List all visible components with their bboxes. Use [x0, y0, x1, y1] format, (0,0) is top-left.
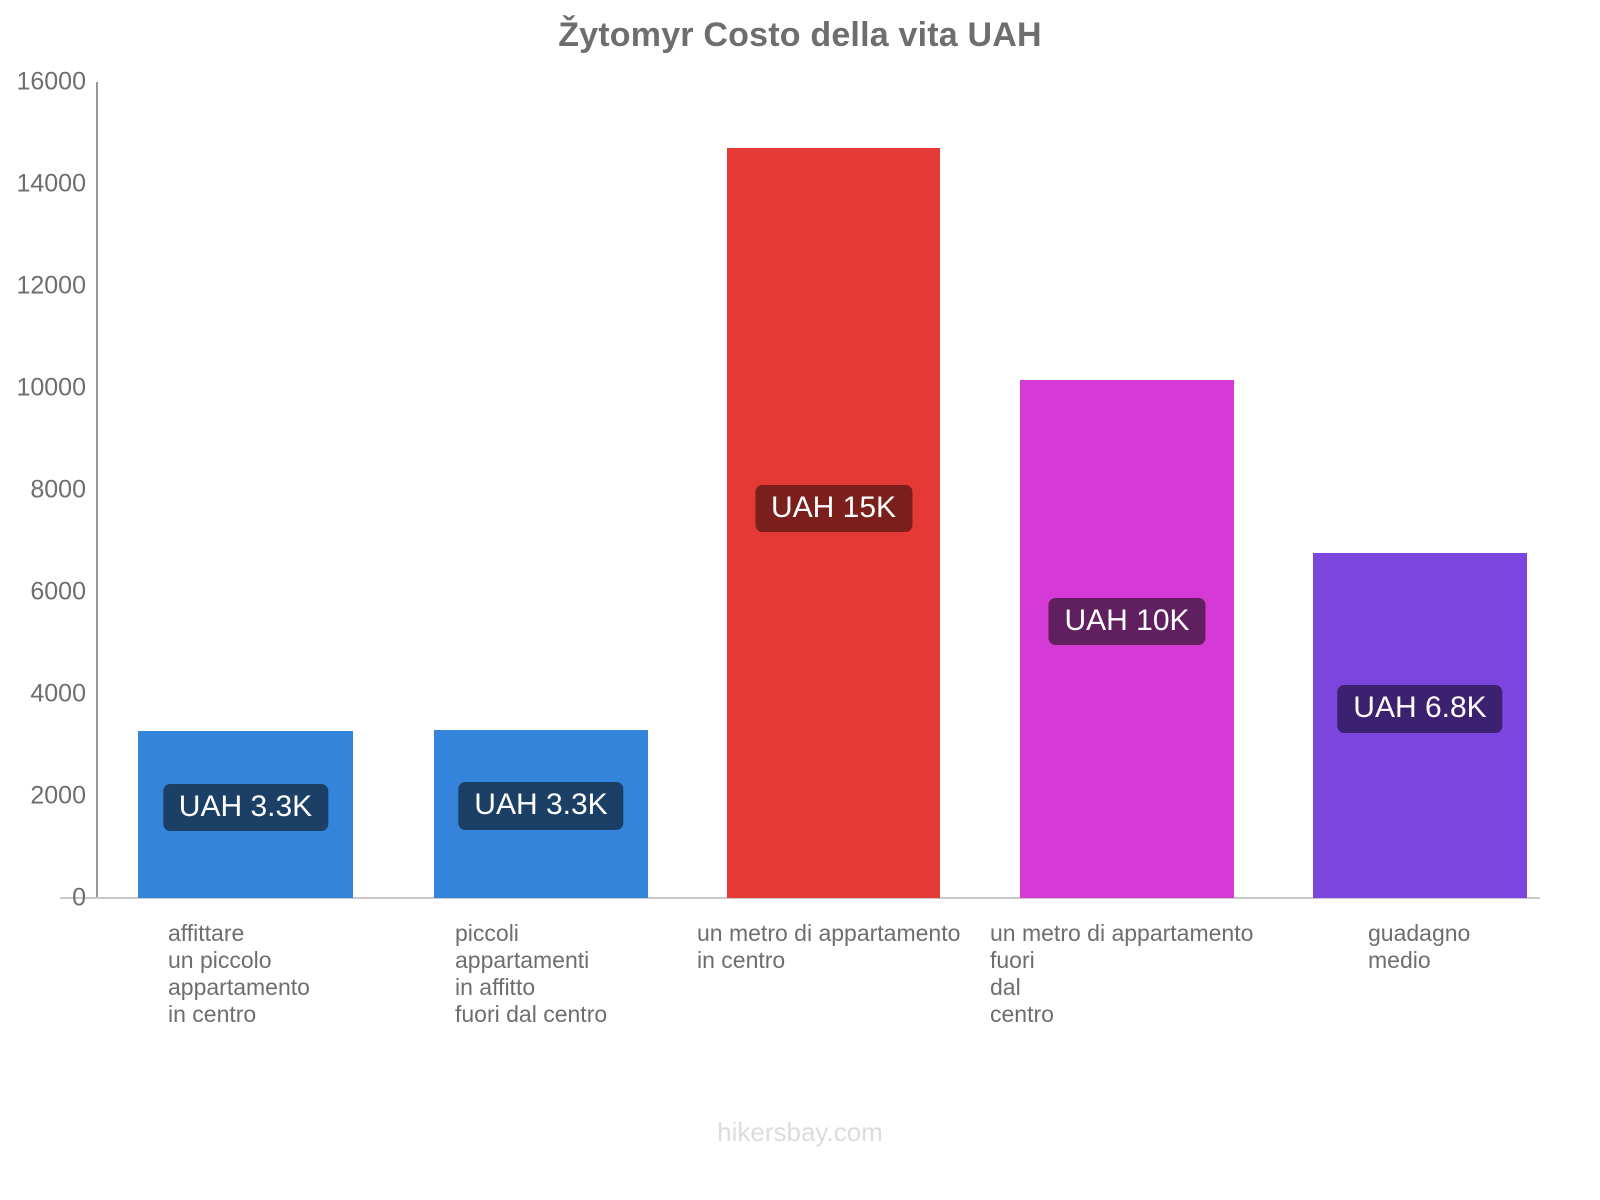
bar[interactable]: UAH 3.3K: [138, 731, 353, 898]
y-tick-label: 4000: [30, 679, 86, 708]
y-tick-label: 8000: [30, 475, 86, 504]
x-category-label-line: piccoli: [455, 920, 519, 946]
x-category-label-line: in centro: [697, 947, 786, 973]
plot-area: UAH 3.3K UAH 3.3K UAH 15K UAH 10K UAH 6.8K: [138, 148, 1527, 898]
y-tick-label: 10000: [16, 373, 86, 402]
x-category-label: un metro di appartamento in centro: [697, 920, 960, 974]
x-category-label-line: un metro di appartamento: [990, 920, 1254, 946]
y-tick-label: 14000: [16, 169, 86, 198]
x-category-label-line: centro: [990, 1001, 1054, 1027]
bar[interactable]: UAH 6.8K: [1313, 552, 1527, 898]
x-category-label: affittare un piccolo appartamento in centro: [168, 920, 310, 1028]
x-category-label: guadagno medio: [1368, 920, 1470, 974]
x-category-label-line: in centro: [168, 1001, 257, 1027]
x-category-label-line: un piccolo: [168, 947, 272, 973]
y-tick-label: 6000: [30, 577, 86, 606]
y-axis-line: [96, 82, 98, 899]
x-category-label-line: affittare: [168, 920, 245, 946]
x-axis-line: [60, 897, 1540, 899]
bar-value-badge: UAH 3.3K: [162, 783, 329, 832]
y-tick-label: 12000: [16, 271, 86, 300]
bar[interactable]: UAH 15K: [727, 148, 940, 898]
x-category-label-line: fuori dal centro: [455, 1001, 608, 1027]
bar[interactable]: UAH 10K: [1020, 380, 1234, 898]
x-category-label-line: un metro di appartamento: [697, 920, 961, 946]
y-tick-label: 16000: [16, 67, 86, 96]
x-category-label-line: dal: [990, 974, 1021, 1000]
x-category-label: piccoli appartamenti in affitto fuori dal c…: [455, 920, 607, 1028]
bar-value-badge: UAH 3.3K: [458, 782, 624, 830]
bar-value-badge: UAH 15K: [754, 484, 913, 533]
x-category-label-line: fuori: [990, 947, 1035, 973]
bar[interactable]: UAH 3.3K: [434, 729, 648, 898]
footer-watermark: hikersbay.com: [717, 1117, 883, 1147]
y-tick-label: 0: [72, 883, 86, 912]
bar-value-badge: UAH 10K: [1048, 597, 1206, 646]
x-category-label: un metro di appartamento fuori dal centro: [990, 920, 1253, 1028]
x-category-label-line: appartamento: [168, 974, 310, 1000]
x-category-label-line: appartamenti: [455, 947, 590, 973]
page-title: Žytomyr Costo della vita UAH: [558, 16, 1042, 54]
y-tick-label: 2000: [30, 781, 86, 810]
x-category-label-line: in affitto: [455, 974, 536, 1000]
bar-value-badge: UAH 6.8K: [1337, 685, 1503, 733]
x-category-label-line: medio: [1368, 947, 1431, 973]
x-category-label-line: guadagno: [1368, 920, 1471, 946]
